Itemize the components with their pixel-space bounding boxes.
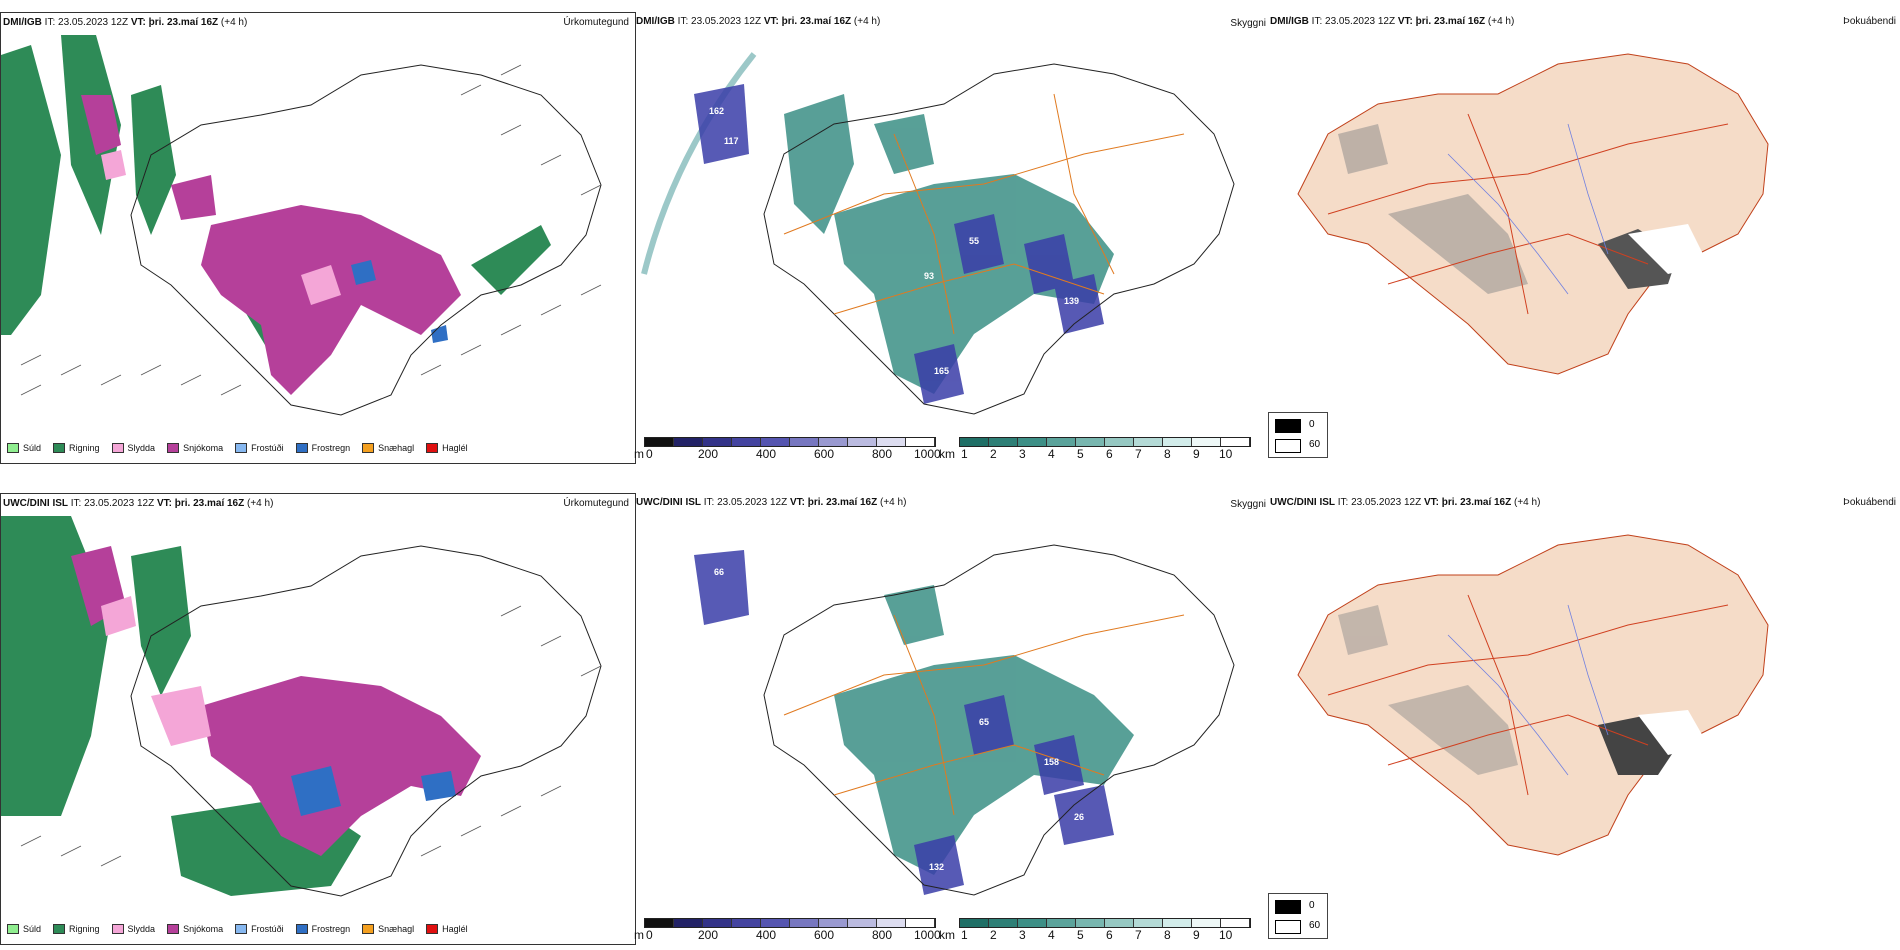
- cloud-map: 162 117 55 93 139 165: [641, 52, 1235, 415]
- legend-item: Slydda: [111, 924, 155, 934]
- cloud-panel-bottom: UWC/DINI ISL IT: 23.05.2023 12Z VT: þri.…: [634, 497, 1266, 942]
- legend-item: Snæhagl: [362, 443, 414, 453]
- svg-text:93: 93: [924, 271, 934, 281]
- cloud-panel-top: DMI/IGB IT: 23.05.2023 12Z VT: þri. 23.m…: [634, 16, 1266, 461]
- panel-title: Skyggni: [1230, 499, 1266, 510]
- svg-text:158: 158: [1044, 757, 1059, 767]
- coastline: [130, 64, 602, 416]
- fog-panel-bottom: UWC/DINI ISL IT: 23.05.2023 12Z VT: þri.…: [1268, 493, 1900, 943]
- legend-item: Snjókoma: [167, 443, 223, 453]
- svg-text:165: 165: [934, 366, 949, 376]
- legend-item: Haglél: [426, 924, 468, 934]
- legend-item: Súld: [7, 443, 41, 453]
- panel-title: Þokuábendi: [1843, 16, 1896, 27]
- legend-item: Rigning: [53, 924, 100, 934]
- legend-item: Haglél: [426, 443, 468, 453]
- legend-item: Frostúði: [235, 924, 284, 934]
- precip-map: [1, 35, 602, 416]
- legend-item: Snæhagl: [362, 924, 414, 934]
- legend-item: Snjókoma: [167, 924, 223, 934]
- svg-text:139: 139: [1064, 296, 1079, 306]
- precip-legend: Súld Rigning Slydda Snjókoma Frostúði Fr…: [7, 924, 468, 934]
- svg-text:132: 132: [929, 862, 944, 872]
- model-name: DMI/IGB: [3, 17, 42, 28]
- svg-text:55: 55: [969, 236, 979, 246]
- legend-item: Frostregn: [295, 443, 350, 453]
- legend-item: Rigning: [53, 443, 100, 453]
- panel-header: UWC/DINI ISL IT: 23.05.2023 12Z VT: þri.…: [1270, 497, 1541, 508]
- panel-header: UWC/DINI ISL IT: 23.05.2023 12Z VT: þri.…: [3, 498, 274, 509]
- panel-header: DMI/IGB IT: 23.05.2023 12Z VT: þri. 23.m…: [1270, 16, 1515, 27]
- cloud-map: 66 65 158 26 132: [694, 544, 1235, 896]
- precip-panel-bottom: UWC/DINI ISL IT: 23.05.2023 12Z VT: þri.…: [0, 493, 636, 945]
- vt-value: þri. 23.maí 16Z: [148, 17, 219, 28]
- svg-text:66: 66: [714, 567, 724, 577]
- panel-title: Skyggni: [1230, 18, 1266, 29]
- panel-header: DMI/IGB IT: 23.05.2023 12Z VT: þri. 23.m…: [636, 16, 881, 27]
- panel-title: Þokuábendi: [1843, 497, 1896, 508]
- precip-map: [1, 516, 602, 897]
- fog-legend: 0 60: [1268, 412, 1328, 458]
- panel-header: DMI/IGB IT: 23.05.2023 12Z VT: þri. 23.m…: [3, 17, 247, 28]
- panel-header: UWC/DINI ISL IT: 23.05.2023 12Z VT: þri.…: [636, 497, 907, 508]
- fog-legend: 0 60: [1268, 893, 1328, 939]
- precip-panel-top: DMI/IGB IT: 23.05.2023 12Z VT: þri. 23.m…: [0, 12, 636, 464]
- svg-text:162: 162: [709, 106, 724, 116]
- offset: (+4 h): [220, 17, 248, 28]
- legend-item: Súld: [7, 924, 41, 934]
- it-value: 23.05.2023 12Z: [58, 17, 129, 28]
- legend-item: Frostúði: [235, 443, 284, 453]
- fog-map: [1297, 534, 1769, 856]
- svg-text:117: 117: [724, 136, 739, 146]
- panel-title: Úrkomutegund: [563, 17, 629, 28]
- fog-panel-top: DMI/IGB IT: 23.05.2023 12Z VT: þri. 23.m…: [1268, 12, 1900, 462]
- it-label: IT:: [44, 17, 56, 28]
- svg-text:65: 65: [979, 717, 989, 727]
- svg-text:26: 26: [1074, 812, 1084, 822]
- vt-label: VT:: [130, 17, 146, 28]
- legend-item: Frostregn: [295, 924, 350, 934]
- precip-legend: Súld Rigning Slydda Snjókoma Frostúði Fr…: [7, 443, 468, 453]
- fog-map: [1297, 53, 1769, 375]
- legend-item: Slydda: [111, 443, 155, 453]
- panel-title: Úrkomutegund: [563, 498, 629, 509]
